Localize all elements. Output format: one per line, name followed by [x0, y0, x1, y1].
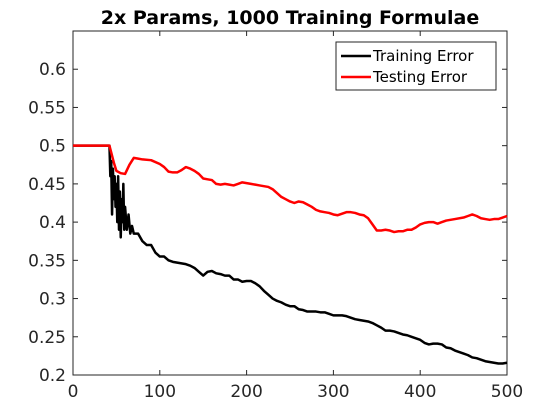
legend-label-testing: Testing Error	[372, 68, 468, 86]
legend-label-training: Training Error	[372, 47, 474, 65]
y-tick-label: 0.3	[39, 290, 66, 310]
y-tick-label: 0.55	[28, 98, 66, 118]
legend: Training Error Testing Error	[335, 41, 497, 91]
y-tick-label: 0.35	[28, 251, 66, 271]
y-tick-label: 0.45	[28, 175, 66, 195]
legend-box	[335, 41, 497, 91]
axes: 0 100 200 300 400 500 0.2 0.25 0.3 0.35 0.4 0.45 0.5…	[28, 31, 523, 402]
x-tick-label: 200	[230, 382, 262, 402]
y-tick-label: 0.25	[28, 328, 66, 348]
x-tick-label: 300	[317, 382, 349, 402]
x-tick-label: 500	[491, 382, 523, 402]
testing-error-line	[73, 144, 508, 234]
y-tick-label: 0.4	[39, 213, 66, 233]
x-tick-label: 0	[68, 382, 79, 402]
y-tick-label: 0.5	[39, 137, 66, 157]
training-error-line	[73, 144, 508, 365]
x-tick-label: 400	[404, 382, 436, 402]
chart-title: 2x Params, 1000 Training Formulae	[101, 7, 480, 29]
x-tick-label: 100	[144, 382, 176, 402]
series-layer	[73, 144, 508, 365]
y-tick-label: 0.2	[39, 366, 66, 386]
y-tick-label: 0.6	[39, 60, 66, 80]
